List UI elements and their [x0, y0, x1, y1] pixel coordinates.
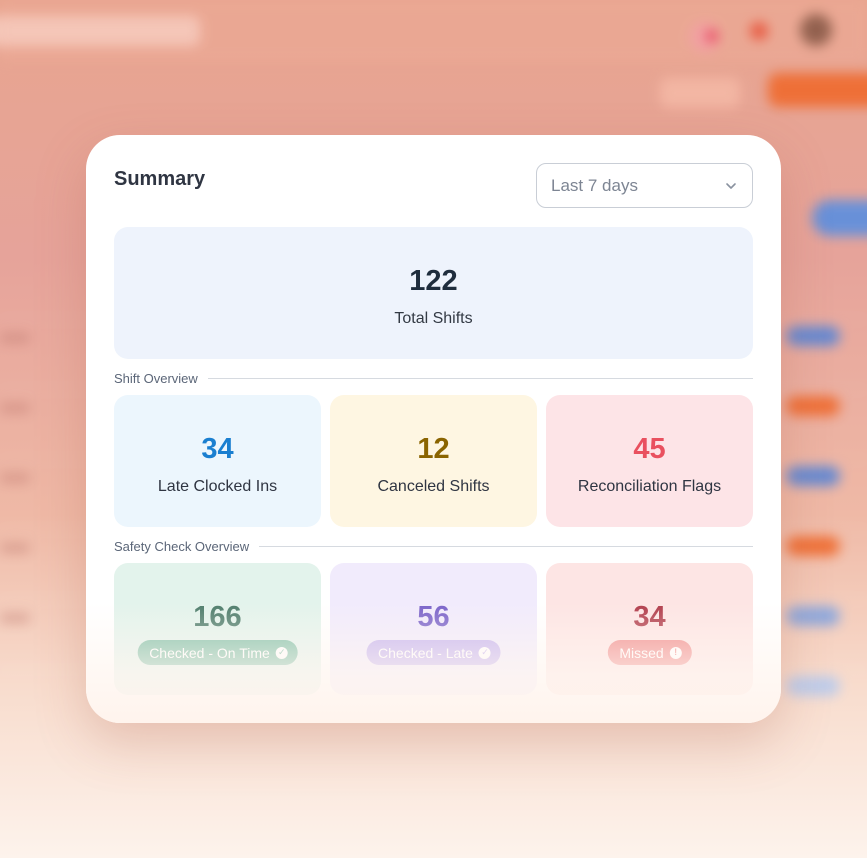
- tile-value: 34: [633, 601, 666, 633]
- tile-value: 45: [633, 433, 666, 465]
- search-bar[interactable]: [0, 16, 200, 46]
- secondary-button[interactable]: [660, 78, 740, 108]
- shift-overview-heading: Shift Overview: [114, 369, 753, 387]
- late-clocked-ins-tile[interactable]: 34 Late Clocked Ins: [114, 395, 321, 527]
- tile-value: 166: [193, 601, 242, 633]
- tile-label: Late Clocked Ins: [157, 478, 278, 495]
- bell-icon[interactable]: [750, 22, 768, 40]
- checked-late-tile[interactable]: 56 Checked - Late ✓: [330, 563, 537, 695]
- section-title: Safety Check Overview: [114, 538, 250, 554]
- status-badge: [786, 536, 840, 556]
- status-badge: [786, 466, 840, 486]
- card-title: Summary: [114, 168, 206, 190]
- badge-label: Checked - Late: [378, 644, 473, 661]
- date-range-select[interactable]: Last 7 days: [536, 163, 753, 208]
- status-badge: [786, 676, 840, 696]
- missed-tile[interactable]: 34 Missed !: [546, 563, 753, 695]
- safety-check-overview-heading: Safety Check Overview: [114, 537, 753, 555]
- reconciliation-flags-tile[interactable]: 45 Reconciliation Flags: [546, 395, 753, 527]
- row-text: [0, 473, 30, 483]
- total-shifts-label: Total Shifts: [394, 310, 473, 327]
- status-badge: [786, 326, 840, 346]
- row-text: [0, 403, 30, 413]
- summary-card: Summary Last 7 days 122 Total Shifts Shi…: [86, 135, 781, 723]
- badge-label: Missed: [619, 644, 664, 661]
- filter-button[interactable]: [812, 200, 867, 236]
- status-badge: Checked - Late ✓: [366, 640, 501, 665]
- tile-label: Reconciliation Flags: [577, 478, 722, 495]
- row-text: [0, 613, 30, 623]
- divider: [207, 377, 753, 379]
- tile-value: 34: [201, 433, 234, 465]
- tile-value: 56: [417, 601, 450, 633]
- checked-on-time-tile[interactable]: 166 Checked - On Time ✓: [114, 563, 321, 695]
- total-shifts-value: 122: [409, 265, 458, 297]
- canceled-shifts-tile[interactable]: 12 Canceled Shifts: [330, 395, 537, 527]
- notification-dot: [706, 30, 718, 42]
- status-badge: Checked - On Time ✓: [137, 640, 298, 665]
- tile-label: Canceled Shifts: [377, 478, 490, 495]
- date-range-value: Last 7 days: [551, 175, 638, 195]
- avatar[interactable]: [800, 14, 832, 46]
- status-badge: Missed !: [607, 640, 692, 665]
- chevron-down-icon: [726, 182, 736, 189]
- tile-value: 12: [417, 433, 450, 465]
- check-circle-icon: ✓: [275, 646, 288, 659]
- status-badge: [786, 396, 840, 416]
- check-circle-icon: ✓: [478, 646, 491, 659]
- primary-button[interactable]: [768, 73, 867, 107]
- section-title: Shift Overview: [114, 370, 198, 386]
- divider: [259, 545, 753, 547]
- status-badge: [786, 606, 840, 626]
- badge-label: Checked - On Time: [149, 644, 270, 661]
- row-text: [0, 543, 30, 553]
- row-text: [0, 333, 30, 343]
- total-shifts-panel: 122 Total Shifts: [114, 227, 753, 359]
- alert-circle-icon: !: [669, 646, 682, 659]
